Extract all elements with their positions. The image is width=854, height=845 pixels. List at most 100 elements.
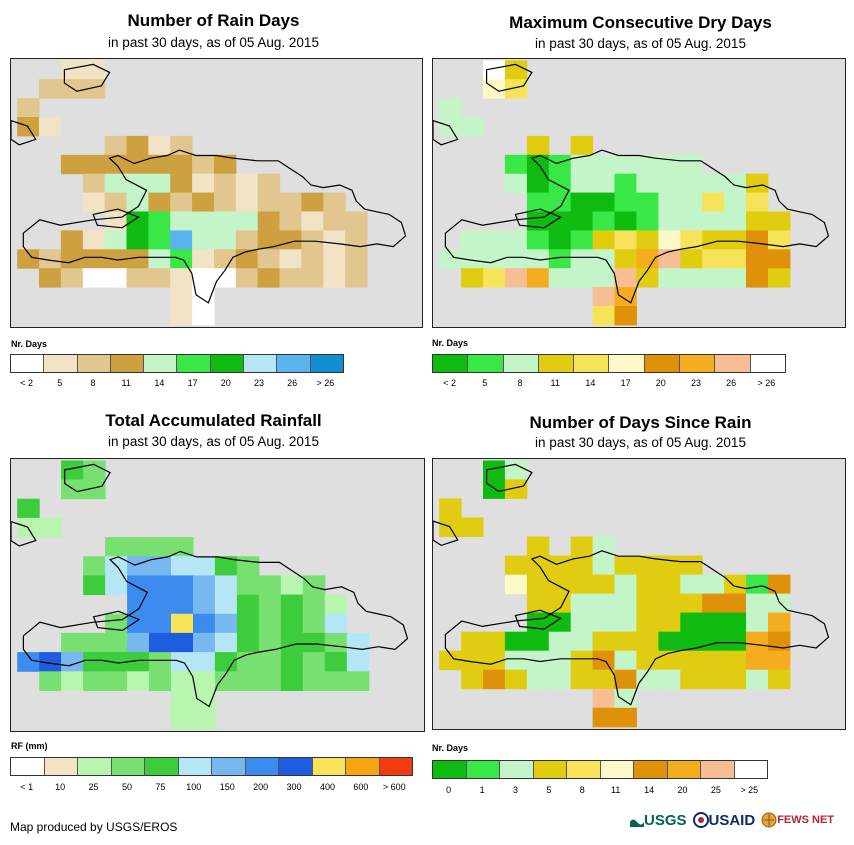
grid-cell — [768, 249, 791, 269]
grid-cell — [636, 650, 659, 671]
grid-cell — [724, 669, 747, 690]
grid-cell — [193, 632, 216, 653]
grid-cell — [746, 612, 769, 633]
grid-cell — [680, 249, 703, 269]
legend-swatch — [500, 761, 534, 778]
usaid-seal-icon — [692, 812, 709, 828]
grid-cell — [461, 669, 484, 690]
grid-cell — [614, 192, 637, 212]
grid-cell — [301, 192, 324, 212]
grid-cell — [60, 230, 84, 250]
grid-cell — [680, 650, 703, 671]
legend-tick-label: 8 — [517, 378, 523, 388]
grid-cell — [214, 173, 237, 194]
legend-tick-label: 14 — [585, 378, 596, 388]
grid-cell — [192, 249, 215, 269]
grid-cell — [148, 135, 171, 156]
grid-cell — [149, 632, 172, 653]
grid-cell — [39, 79, 62, 99]
grid-cell — [280, 652, 304, 672]
legend-tick-label: 150 — [219, 782, 235, 792]
grid-cell — [171, 594, 194, 615]
legend-swatch — [244, 355, 278, 372]
grid-cell — [236, 575, 260, 596]
grid-cell — [592, 536, 615, 556]
grid-cell — [170, 173, 193, 194]
grid-cell — [461, 268, 484, 288]
grid-cell — [658, 192, 681, 212]
grid-cell — [345, 211, 368, 231]
legend-title: Nr. Days — [11, 339, 48, 349]
grid-cell — [171, 575, 194, 596]
grid-cell — [592, 593, 615, 614]
grid-cell — [324, 594, 348, 615]
grid-cell — [280, 594, 304, 615]
legend-swatch — [44, 355, 78, 372]
usgs-logo: USGS — [630, 812, 687, 829]
grid-cell — [170, 306, 193, 326]
legend-swatch — [574, 355, 610, 372]
grid-cell — [126, 211, 149, 231]
grid-cell — [570, 593, 594, 614]
grid-cell — [83, 652, 106, 672]
grid-cell — [504, 173, 528, 194]
grid-cell — [504, 574, 528, 595]
grid-cell — [83, 671, 106, 691]
grid-cell — [214, 268, 237, 288]
grid-cell — [570, 631, 594, 652]
panel-subtitle: in past 30 days, as of 05 Aug. 2015 — [535, 435, 746, 450]
grid-cell — [614, 555, 637, 575]
logo-strip: USGS USAID FEWS NET — [630, 806, 834, 834]
legend-tick-label: > 26 — [316, 378, 335, 388]
legend-tick-label: 26 — [287, 378, 298, 388]
legend-tick-label: 11 — [550, 378, 560, 388]
grid-cell — [126, 230, 149, 250]
legend-tick-label: > 25 — [740, 785, 759, 795]
grid-cell — [724, 249, 747, 269]
grid-cell — [680, 211, 703, 231]
grid-cell — [235, 230, 259, 250]
grid-cell — [746, 593, 769, 614]
grid-cell — [768, 612, 791, 633]
grid-cell — [461, 631, 484, 652]
fews-net-logo-text: FEWS NET — [777, 814, 835, 826]
legend-tick-label: > 600 — [382, 782, 406, 792]
grid-cell — [257, 173, 281, 194]
grid-cell — [570, 192, 594, 212]
grid-cell — [746, 268, 769, 288]
grid-cell — [768, 574, 791, 595]
map-rain-days[interactable] — [10, 58, 423, 328]
grid-cell — [680, 555, 703, 575]
legend-swatch — [312, 758, 346, 775]
grid-cell — [570, 268, 594, 288]
grid-cell — [127, 594, 150, 615]
grid-cell — [526, 268, 550, 288]
map-total-rainfall[interactable] — [10, 458, 425, 732]
grid-cell — [148, 154, 171, 175]
grid-cell — [592, 306, 615, 326]
grid-cell — [148, 173, 171, 194]
grid-cell — [82, 154, 106, 175]
legend-swatch — [346, 758, 380, 775]
grid-cell — [483, 650, 506, 671]
legend-tick-label: < 1 — [20, 782, 34, 792]
grid-cell — [83, 575, 106, 596]
legend-color-bar — [432, 760, 768, 779]
grid-cell — [193, 613, 216, 634]
grid-cell — [214, 613, 238, 634]
grid-cell — [636, 612, 659, 633]
grid-cell — [105, 575, 128, 596]
grid-cell — [504, 60, 528, 80]
grid-cell — [746, 192, 769, 212]
grid-cell — [60, 249, 84, 269]
map-days-since-rain[interactable] — [432, 458, 846, 730]
grid-cell — [323, 230, 346, 250]
grid-cell — [614, 612, 637, 633]
grid-cell — [192, 173, 215, 194]
grid-cell — [323, 249, 346, 269]
grid-cell — [680, 154, 703, 175]
legend-swatch — [680, 355, 716, 372]
grid-cell — [60, 268, 84, 288]
legend-swatch — [379, 758, 412, 775]
map-dry-days[interactable] — [432, 58, 846, 328]
